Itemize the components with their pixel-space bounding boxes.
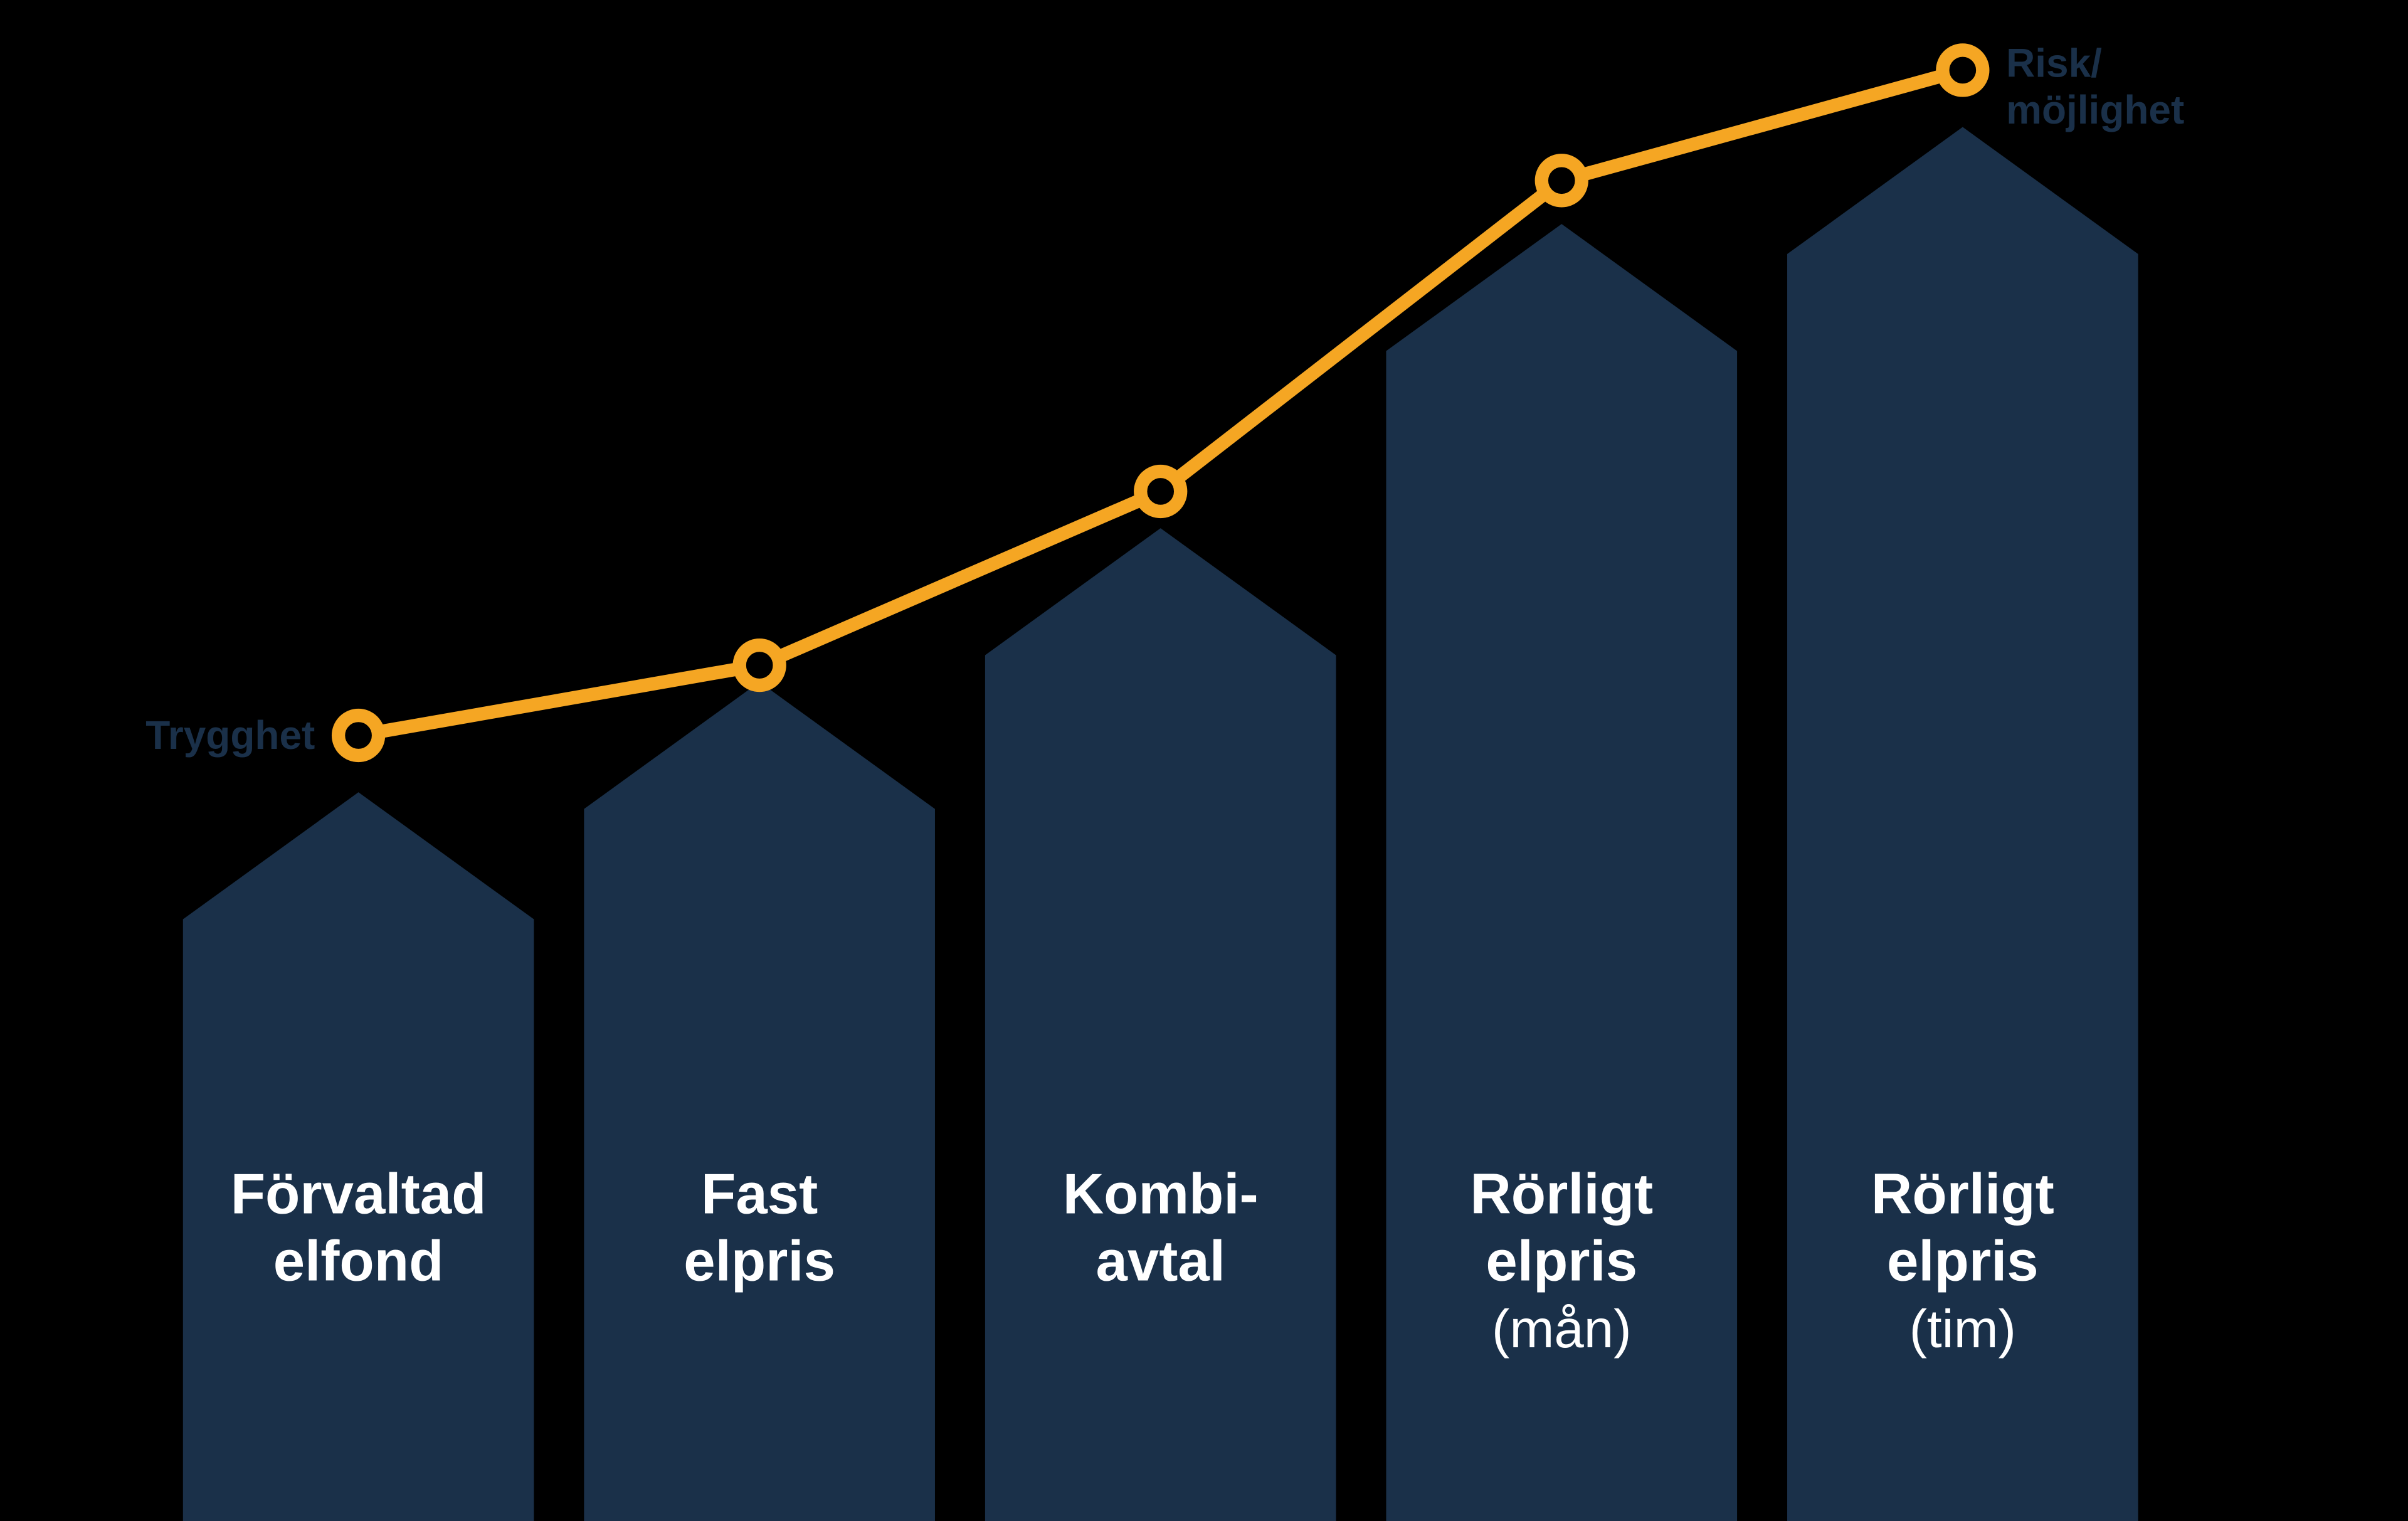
axis-label-right-1: Risk/: [2006, 41, 2102, 86]
bar-label-1-bold-1: elpris: [684, 1229, 835, 1293]
axis-label-right-2: möjlighet: [2006, 87, 2184, 132]
bar-label-4-bold-0: Rörligt: [1871, 1163, 2054, 1226]
bar-label-1-bold-0: Fast: [701, 1163, 818, 1226]
risk-chart: FörvaltadelfondFastelprisKombi-avtalRörl…: [0, 0, 2408, 1521]
bar-0: [183, 792, 534, 1521]
trend-marker-3: [1541, 161, 1582, 201]
bar-label-2-bold-1: avtal: [1096, 1229, 1225, 1293]
bar-label-2-bold-0: Kombi-: [1063, 1163, 1259, 1226]
bar-label-3-bold-0: Rörligt: [1470, 1163, 1653, 1226]
bar-label-4-bold-1: elpris: [1887, 1229, 2039, 1293]
axis-label-left: Trygghet: [145, 713, 315, 758]
bar-2: [985, 528, 1336, 1521]
trend-marker-4: [1943, 50, 1983, 90]
bar-label-3-light-0: (mån): [1492, 1300, 1632, 1359]
trend-marker-2: [1141, 471, 1181, 511]
bar-label-0-bold-1: elfond: [273, 1229, 444, 1293]
bar-label-3-bold-1: elpris: [1486, 1229, 1637, 1293]
trend-marker-1: [739, 645, 779, 686]
bar-1: [584, 682, 935, 1521]
bar-label-0-bold-0: Förvaltad: [231, 1163, 487, 1226]
chart-svg: FörvaltadelfondFastelprisKombi-avtalRörl…: [0, 0, 2408, 1521]
trend-marker-0: [339, 716, 379, 756]
bar-label-4-light-0: (tim): [1909, 1300, 2016, 1359]
